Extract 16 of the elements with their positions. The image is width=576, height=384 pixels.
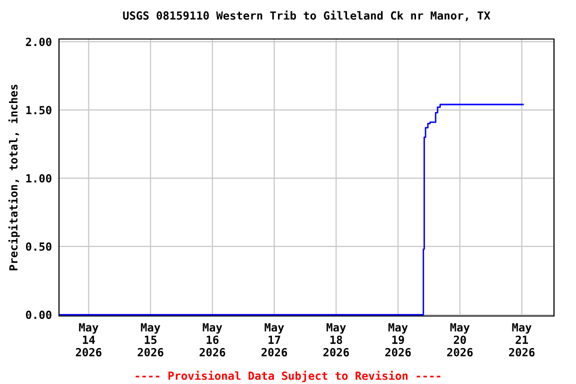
x-tick-label: May 21 2026 <box>509 323 535 356</box>
y-axis-title: Precipitation, total, inches <box>8 84 20 270</box>
text: ---- Provisional Data Subject to Revision ---- <box>136 370 440 382</box>
x-tick-label: May 16 2026 <box>200 323 226 356</box>
x-tick-label: May 20 2026 <box>447 323 473 356</box>
y-tick-label: 0.00 <box>26 310 52 320</box>
x-tick-label: May 14 2026 <box>76 323 102 356</box>
chart-title: USGS 08159110 Western Trib to Gilleland Ck nr Manor, TX <box>123 10 490 22</box>
y-tick-label: 1.50 <box>26 106 52 114</box>
y-tick-label: 0.50 <box>26 242 52 251</box>
y-tick-label: 1.00 <box>26 174 52 183</box>
x-tick-label: May 18 2026 <box>323 323 349 356</box>
x-tick-label: May 19 2026 <box>385 323 411 356</box>
x-tick-label: May 15 2026 <box>138 323 164 356</box>
x-tick-label: May 17 2026 <box>262 323 288 356</box>
y-tick-label: 2.00 <box>26 38 52 46</box>
